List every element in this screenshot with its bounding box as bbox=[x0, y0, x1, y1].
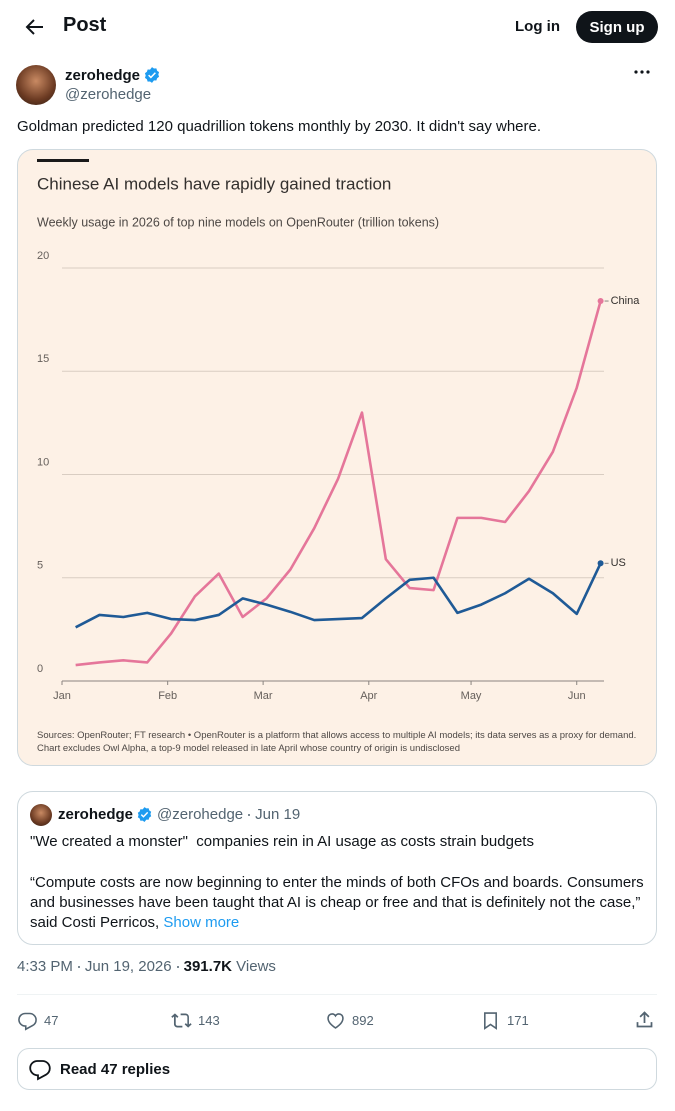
x-tick-label: Feb bbox=[158, 690, 177, 702]
repost-icon bbox=[171, 1012, 192, 1028]
login-button[interactable]: Log in bbox=[515, 18, 560, 35]
post-time[interactable]: 4:33 PM bbox=[17, 958, 73, 975]
series-label: US bbox=[611, 557, 626, 569]
chart-subtitle: Weekly usage in 2026 of top nine models … bbox=[37, 215, 439, 229]
post-date[interactable]: Jun 19, 2026 bbox=[84, 958, 172, 975]
end-point bbox=[597, 298, 604, 305]
reply-count: 47 bbox=[44, 1012, 59, 1028]
read-replies-label: Read 47 replies bbox=[60, 1060, 171, 1078]
quote-headline: "We created a monster" companies rein in… bbox=[30, 833, 534, 850]
quote-name: zerohedge bbox=[58, 806, 134, 823]
back-button[interactable] bbox=[22, 15, 46, 39]
x-tick-label: Jan bbox=[53, 690, 71, 702]
header-title: Post bbox=[63, 14, 107, 36]
author-name[interactable]: zerohedge bbox=[65, 66, 141, 84]
quote-card[interactable] bbox=[17, 791, 657, 945]
verified-badge bbox=[137, 807, 152, 822]
post-meta: 4:33 PM Jun 19, 2026 391.7K Views bbox=[17, 958, 276, 975]
series-line bbox=[75, 300, 602, 667]
quote-handle: @zerohedge bbox=[157, 806, 244, 823]
repost-action[interactable]: 143 bbox=[171, 1008, 220, 1032]
avatar[interactable] bbox=[16, 65, 56, 105]
divider bbox=[17, 994, 657, 995]
chart-card[interactable]: Chinese AI models have rapidly gained tr… bbox=[17, 149, 657, 766]
bookmark-action[interactable]: 171 bbox=[480, 1008, 529, 1032]
author-handle[interactable]: @zerohedge bbox=[65, 86, 152, 103]
replies-icon bbox=[29, 1060, 51, 1081]
views-label: Views bbox=[236, 958, 276, 975]
verified-badge bbox=[144, 67, 160, 83]
share-icon[interactable] bbox=[634, 1009, 655, 1030]
x-tick-label: Apr bbox=[360, 690, 377, 702]
chart-title: Chinese AI models have rapidly gained tr… bbox=[37, 174, 391, 193]
view-count: 391.7K bbox=[183, 958, 232, 975]
separator-dot bbox=[248, 813, 251, 816]
separator-dot bbox=[176, 965, 179, 968]
series-line bbox=[75, 562, 602, 629]
quote-author-row: zerohedge @zerohedge Jun 19 bbox=[58, 806, 300, 823]
like-count: 892 bbox=[352, 1012, 374, 1028]
quote-body-block: “Compute costs are now beginning to ente… bbox=[30, 873, 650, 933]
like-icon bbox=[327, 1012, 344, 1029]
quote-date: Jun 19 bbox=[255, 806, 301, 823]
show-more[interactable]: Show more bbox=[163, 914, 240, 931]
y-tick-label: 0 bbox=[37, 663, 43, 675]
quote-body: “Compute costs are now beginning to ente… bbox=[30, 874, 644, 931]
author-row: zerohedge bbox=[65, 66, 161, 84]
x-tick-label: Mar bbox=[254, 690, 273, 702]
like-action[interactable]: 892 bbox=[325, 1008, 374, 1032]
reply-action[interactable]: 47 bbox=[17, 1008, 58, 1032]
series-label: China bbox=[611, 295, 641, 307]
post-text: Goldman predicted 120 quadrillion tokens… bbox=[17, 118, 542, 135]
read-replies-button[interactable]: Read 47 replies bbox=[17, 1048, 657, 1090]
y-tick-label: 5 bbox=[37, 560, 43, 572]
chart-note: Sources: OpenRouter; FT research • OpenR… bbox=[37, 730, 637, 754]
end-point bbox=[597, 560, 604, 567]
repost-count: 143 bbox=[198, 1012, 220, 1028]
separator-dot bbox=[77, 965, 80, 968]
y-tick-label: 10 bbox=[37, 456, 49, 468]
x-tick-label: Jun bbox=[568, 690, 586, 702]
reply-icon bbox=[18, 1012, 37, 1031]
y-tick-label: 20 bbox=[37, 250, 49, 262]
more-menu[interactable] bbox=[632, 62, 652, 82]
y-tick-label: 15 bbox=[37, 353, 49, 365]
quote-avatar bbox=[30, 804, 52, 826]
bookmark-count: 171 bbox=[507, 1012, 529, 1028]
title-bar bbox=[37, 159, 89, 162]
bookmark-icon bbox=[484, 1011, 497, 1030]
signup-button[interactable]: Sign up bbox=[576, 11, 658, 43]
x-tick-label: May bbox=[461, 690, 482, 702]
chart: Chinese AI models have rapidly gained tr… bbox=[37, 159, 641, 702]
